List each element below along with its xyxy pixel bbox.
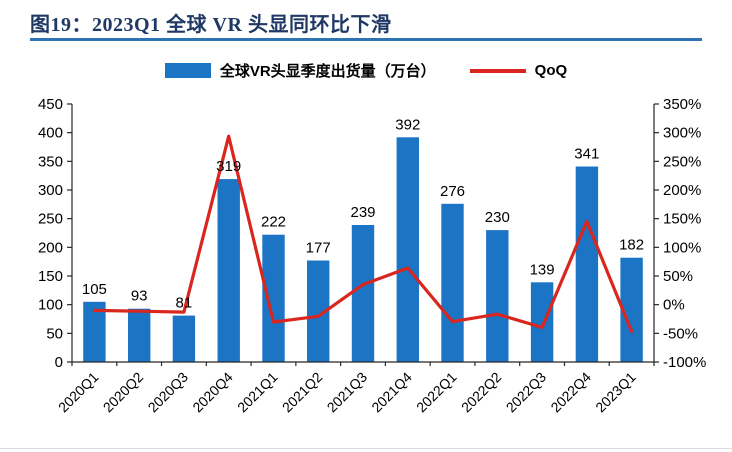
left-axis-tick-label: 150 (38, 268, 63, 285)
bar-value-label: 276 (440, 183, 465, 200)
left-axis-tick-label: 450 (38, 96, 63, 113)
right-axis-tick-label: 350% (663, 96, 701, 113)
qoq-line-series (92, 134, 634, 333)
legend-item-qoq: QoQ (469, 62, 568, 79)
x-axis-category-label: 2022Q2 (458, 369, 505, 416)
right-axis-tick-label: 150% (663, 211, 701, 228)
x-axis-category-label: 2023Q1 (592, 369, 639, 416)
x-axis-category-label: 2021Q4 (368, 369, 415, 416)
left-axis-tick-label: 100 (38, 297, 63, 314)
figure-title: 图19：2023Q1 全球 VR 头显同环比下滑 (30, 14, 392, 36)
right-axis-tick-label: 250% (663, 153, 701, 170)
bar-value-label: 239 (350, 204, 375, 221)
bar-value-label: 93 (131, 288, 148, 305)
right-axis-tick-label: 50% (663, 268, 693, 285)
bar (620, 257, 643, 362)
left-axis-tick-label: 0 (55, 354, 63, 371)
bar (396, 137, 419, 362)
x-axis-category-label: 2021Q1 (234, 369, 281, 416)
bar (486, 230, 509, 362)
bars-series (83, 137, 643, 362)
legend-bar-swatch (164, 63, 211, 78)
x-axis-category-label: 2022Q3 (503, 369, 550, 416)
x-axis-category-label: 2021Q2 (279, 369, 326, 416)
left-axis-tick-label: 300 (38, 182, 63, 199)
qoq-line (92, 134, 634, 333)
x-axis-category-label: 2022Q1 (413, 369, 460, 416)
bar-value-label: 392 (395, 116, 420, 133)
x-axis-category-label: 2020Q3 (144, 369, 191, 416)
bar (128, 308, 151, 362)
right-axis-tick-label: -100% (663, 354, 706, 371)
bar-value-label: 81 (176, 295, 193, 312)
right-axis-tick-label: -50% (663, 325, 698, 342)
right-axis-tick-label: 0% (663, 297, 685, 314)
bar-value-label: 341 (574, 146, 599, 163)
right-axis-tick-label: 200% (663, 182, 701, 199)
legend-bar-label: 全球VR头显季度出货量（万台） (219, 63, 436, 80)
bar-value-label: 222 (261, 214, 286, 231)
left-axis-tick-label: 400 (38, 125, 63, 142)
bar-value-label: 230 (485, 209, 510, 226)
title-underline (30, 38, 702, 41)
legend-line-swatch (469, 68, 526, 73)
x-axis-category-label: 2021Q3 (324, 369, 371, 416)
x-axis-category-label: 2020Q4 (189, 369, 236, 416)
bar (530, 282, 554, 362)
x-axis-category-label: 2020Q1 (55, 369, 102, 416)
combo-chart: 105 93 81 319 222 177 239 392 276 230 139 341 182 0 50… (38, 96, 706, 416)
left-axis-tick-label: 250 (38, 211, 63, 228)
left-axis-tick-label: 350 (38, 153, 63, 170)
bar-value-label: 177 (306, 240, 331, 257)
legend-item-shipments: 全球VR头显季度出货量（万台） (164, 60, 436, 81)
legend-line-label: QoQ (534, 62, 568, 79)
bar (83, 301, 106, 362)
bar (172, 315, 196, 362)
page-bottom-rule (0, 448, 732, 449)
x-axis-category-label: 2022Q4 (547, 369, 594, 416)
bar (217, 179, 240, 362)
bar-value-label: 105 (82, 281, 107, 298)
bar (575, 166, 599, 362)
bar-value-label: 139 (530, 261, 555, 278)
bar (262, 234, 285, 362)
left-axis-tick-label: 50 (46, 325, 63, 342)
right-axis-tick-label: 300% (663, 125, 701, 142)
chart-legend: 全球VR头显季度出货量（万台） QoQ (0, 60, 732, 81)
bar (441, 203, 464, 362)
left-axis-tick-label: 200 (38, 239, 63, 256)
bar (351, 225, 375, 362)
bar-value-labels: 105 93 81 319 222 177 239 392 276 230 139 341 182 (82, 116, 644, 311)
bar-value-label: 182 (619, 237, 644, 254)
bar (307, 260, 330, 362)
right-axis-tick-label: 100% (663, 239, 701, 256)
x-axis-category-label: 2020Q2 (100, 369, 147, 416)
bar-value-label: 319 (216, 158, 241, 175)
